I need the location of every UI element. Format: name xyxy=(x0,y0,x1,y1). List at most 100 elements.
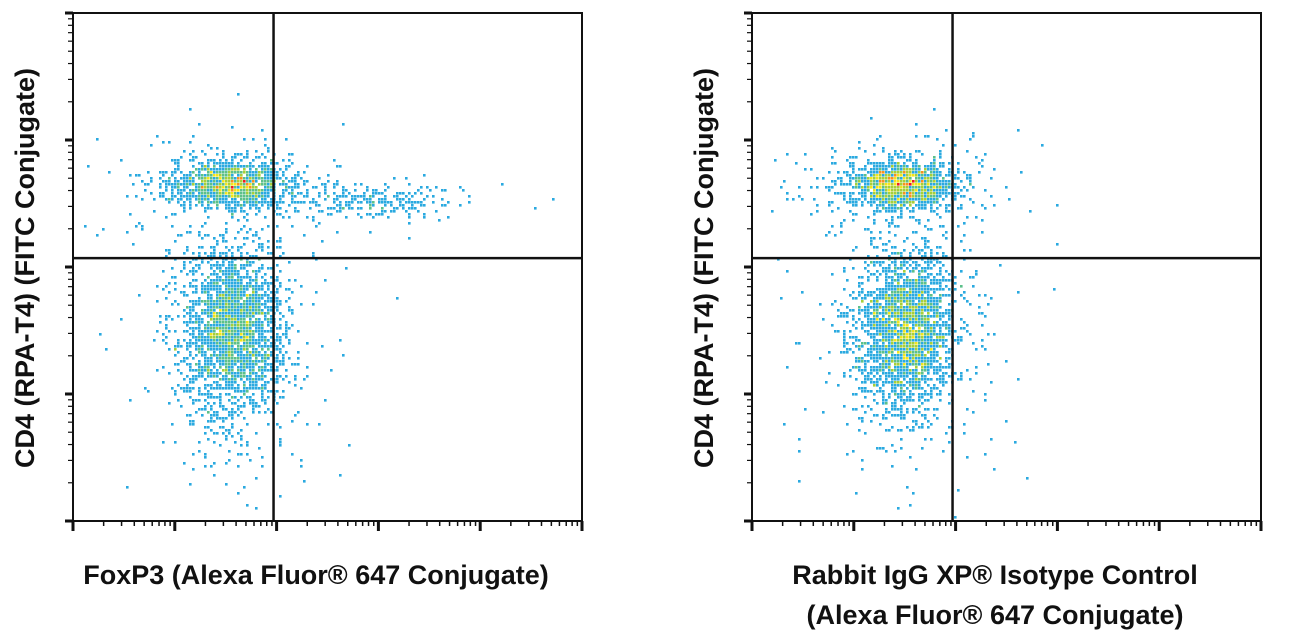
density-cell xyxy=(234,198,237,201)
density-cell xyxy=(282,174,285,177)
density-cell xyxy=(828,189,831,192)
density-cell xyxy=(351,207,354,210)
density-cell xyxy=(390,210,393,213)
density-cell xyxy=(228,411,231,414)
density-cell xyxy=(798,450,801,453)
density-cell xyxy=(207,384,210,387)
density-cell xyxy=(135,195,138,198)
density-cell xyxy=(174,159,177,162)
density-cell xyxy=(837,384,840,387)
density-cell xyxy=(915,294,918,297)
density-cell xyxy=(249,186,252,189)
density-cell xyxy=(885,360,888,363)
density-cell xyxy=(228,342,231,345)
density-cell xyxy=(939,156,942,159)
density-cell xyxy=(930,207,933,210)
density-cell xyxy=(249,261,252,264)
density-cell xyxy=(216,273,219,276)
density-cell xyxy=(420,192,423,195)
density-cell xyxy=(249,294,252,297)
density-cell xyxy=(282,195,285,198)
density-cell xyxy=(828,171,831,174)
density-cell xyxy=(906,375,909,378)
density-cell xyxy=(852,162,855,165)
density-cell xyxy=(231,282,234,285)
density-cell xyxy=(246,192,249,195)
density-cell xyxy=(873,369,876,372)
density-cell xyxy=(174,171,177,174)
density-cell xyxy=(240,435,243,438)
density-cell xyxy=(924,243,927,246)
density-cell xyxy=(861,390,864,393)
density-cell xyxy=(981,345,984,348)
density-cell xyxy=(837,171,840,174)
density-cell xyxy=(216,345,219,348)
density-cell xyxy=(201,261,204,264)
density-cell xyxy=(906,168,909,171)
density-cell xyxy=(843,315,846,318)
density-cell xyxy=(162,339,165,342)
density-cell xyxy=(918,183,921,186)
density-cell xyxy=(972,390,975,393)
density-cell xyxy=(207,420,210,423)
density-cell xyxy=(204,384,207,387)
density-cell xyxy=(237,306,240,309)
density-cell xyxy=(165,186,168,189)
density-cell xyxy=(915,312,918,315)
density-cell xyxy=(315,186,318,189)
density-cell xyxy=(423,198,426,201)
density-cell xyxy=(252,174,255,177)
y-axis-label: CD4 (RPA-T4) (FITC Conjugate) xyxy=(689,68,719,468)
density-cell xyxy=(267,165,270,168)
density-cell xyxy=(189,225,192,228)
density-cell xyxy=(876,360,879,363)
density-cell xyxy=(969,177,972,180)
density-cell xyxy=(933,300,936,303)
density-cell xyxy=(867,306,870,309)
density-cell xyxy=(393,195,396,198)
density-cell xyxy=(837,315,840,318)
density-cell xyxy=(843,270,846,273)
density-cell xyxy=(354,198,357,201)
density-cell xyxy=(177,399,180,402)
density-cell xyxy=(882,162,885,165)
density-cell xyxy=(927,351,930,354)
density-cell xyxy=(858,417,861,420)
density-cell xyxy=(264,345,267,348)
density-cell xyxy=(903,390,906,393)
density-cell xyxy=(1029,210,1032,213)
density-cell xyxy=(189,177,192,180)
density-cell xyxy=(894,177,897,180)
density-cell xyxy=(198,333,201,336)
density-cell xyxy=(231,246,234,249)
density-cell xyxy=(210,360,213,363)
density-cell xyxy=(939,369,942,372)
density-cell xyxy=(198,252,201,255)
density-cell xyxy=(264,186,267,189)
density-cell xyxy=(198,300,201,303)
density-cell xyxy=(873,180,876,183)
density-cell xyxy=(189,363,192,366)
density-cell xyxy=(261,153,264,156)
density-cell xyxy=(384,189,387,192)
density-cell xyxy=(897,408,900,411)
density-cell xyxy=(258,411,261,414)
density-cell xyxy=(912,210,915,213)
density-cell xyxy=(903,162,906,165)
density-cell xyxy=(945,270,948,273)
density-cell xyxy=(213,306,216,309)
density-cell xyxy=(174,393,177,396)
density-cell xyxy=(927,324,930,327)
density-cell xyxy=(288,261,291,264)
density-cell xyxy=(921,351,924,354)
density-cell xyxy=(861,297,864,300)
density-cell xyxy=(210,159,213,162)
density-cell xyxy=(876,246,879,249)
density-cell xyxy=(279,201,282,204)
density-cell xyxy=(918,384,921,387)
density-cell xyxy=(228,201,231,204)
density-cell xyxy=(894,384,897,387)
density-cell xyxy=(339,204,342,207)
density-cell xyxy=(891,171,894,174)
density-cell xyxy=(876,288,879,291)
